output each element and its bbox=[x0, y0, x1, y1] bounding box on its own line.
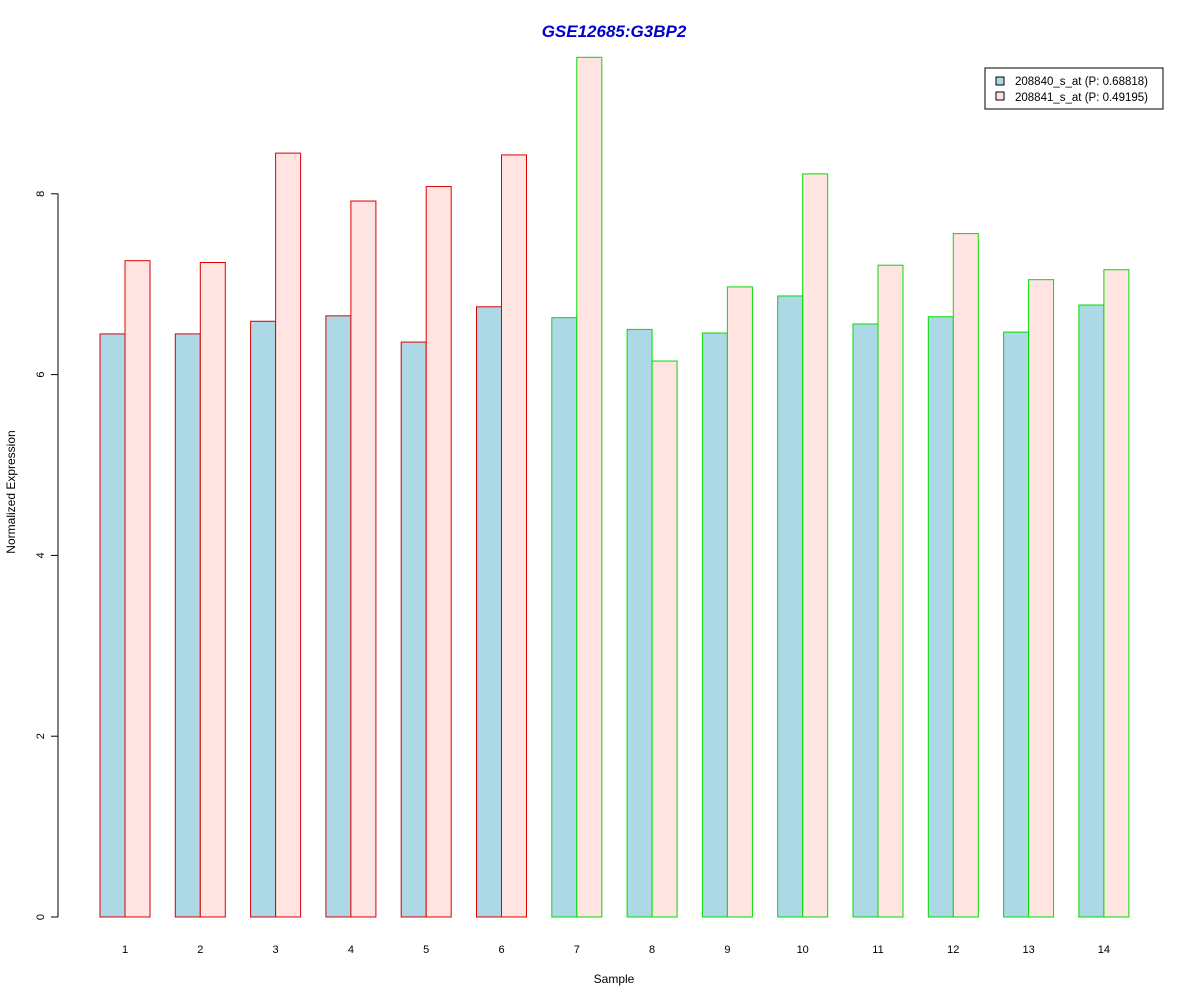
y-tick-label: 2 bbox=[35, 733, 47, 739]
x-axis-labels: 1 2 3 4 5 6 7 8 9 10 11 12 13 14 bbox=[122, 944, 1110, 956]
bar-sample-9-series-1 bbox=[701, 332, 728, 918]
legend-label-208841: 208841_s_at (P: 0.49195) bbox=[1015, 92, 1148, 104]
bar-sample-14-series-2 bbox=[1103, 269, 1130, 918]
bar-sample-5-series-1 bbox=[400, 341, 427, 918]
x-tick-label: 3 bbox=[273, 944, 279, 956]
x-tick-label: 5 bbox=[423, 944, 429, 956]
bar-sample-4-series-2 bbox=[350, 200, 377, 918]
bar-sample-10-series-1 bbox=[777, 295, 804, 918]
bar-sample-6-series-1 bbox=[476, 306, 502, 918]
bar-sample-10-series-2 bbox=[802, 173, 829, 918]
bar-sample-13-series-1 bbox=[1003, 331, 1030, 918]
x-tick-label: 9 bbox=[724, 944, 730, 956]
legend-label-208840: 208840_s_at (P: 0.68818) bbox=[1015, 76, 1148, 88]
bar-sample-13-series-2 bbox=[1028, 279, 1055, 918]
chart-title: GSE12685:G3BP2 bbox=[542, 22, 687, 41]
bar-sample-12-series-2 bbox=[952, 233, 979, 918]
y-tick-label: 6 bbox=[35, 372, 47, 378]
x-tick-label: 7 bbox=[574, 944, 580, 956]
y-axis-title: Normalized Expression bbox=[4, 430, 18, 553]
bar-sample-2-series-2 bbox=[199, 262, 226, 918]
bar-sample-7-series-1 bbox=[551, 317, 578, 918]
y-tick-label: 4 bbox=[35, 552, 47, 558]
bar-sample-6-series-2 bbox=[501, 154, 527, 918]
bar-sample-1-series-1 bbox=[99, 333, 126, 918]
legend-swatch-208840 bbox=[995, 76, 1005, 86]
legend: 208840_s_at (P: 0.68818) 208841_s_at (P:… bbox=[984, 67, 1164, 110]
bar-sample-11-series-1 bbox=[852, 323, 879, 918]
x-axis-title: Sample bbox=[594, 972, 635, 986]
x-tick-label: 6 bbox=[498, 944, 504, 956]
x-tick-label: 12 bbox=[947, 944, 959, 956]
y-tick-label: 8 bbox=[35, 191, 47, 197]
x-tick-label: 2 bbox=[197, 944, 203, 956]
x-tick-label: 4 bbox=[348, 944, 354, 956]
bar-sample-3-series-1 bbox=[250, 320, 277, 918]
x-tick-label: 10 bbox=[797, 944, 809, 956]
x-tick-label: 1 bbox=[122, 944, 128, 956]
bar-sample-14-series-1 bbox=[1078, 304, 1105, 918]
x-tick-label: 14 bbox=[1098, 944, 1110, 956]
bar-sample-7-series-2 bbox=[576, 56, 603, 918]
bar-sample-9-series-2 bbox=[726, 286, 753, 918]
y-tick-label: 0 bbox=[35, 914, 47, 920]
legend-swatch-208841 bbox=[995, 91, 1005, 101]
y-axis: 0 2 4 6 8 bbox=[35, 191, 59, 920]
bars-layer bbox=[99, 56, 1130, 918]
legend-box bbox=[984, 67, 1164, 110]
x-tick-label: 11 bbox=[872, 944, 883, 956]
bar-sample-12-series-1 bbox=[927, 316, 954, 918]
bar-sample-5-series-2 bbox=[425, 186, 452, 918]
bar-sample-11-series-2 bbox=[877, 264, 904, 918]
bar-sample-2-series-1 bbox=[174, 333, 201, 918]
bar-sample-1-series-2 bbox=[124, 260, 151, 918]
bar-sample-3-series-2 bbox=[275, 152, 302, 918]
x-tick-label: 8 bbox=[649, 944, 655, 956]
bar-sample-8-series-1 bbox=[626, 328, 653, 918]
x-tick-label: 13 bbox=[1022, 944, 1034, 956]
bar-sample-4-series-1 bbox=[325, 315, 352, 918]
bar-sample-8-series-2 bbox=[651, 360, 678, 918]
